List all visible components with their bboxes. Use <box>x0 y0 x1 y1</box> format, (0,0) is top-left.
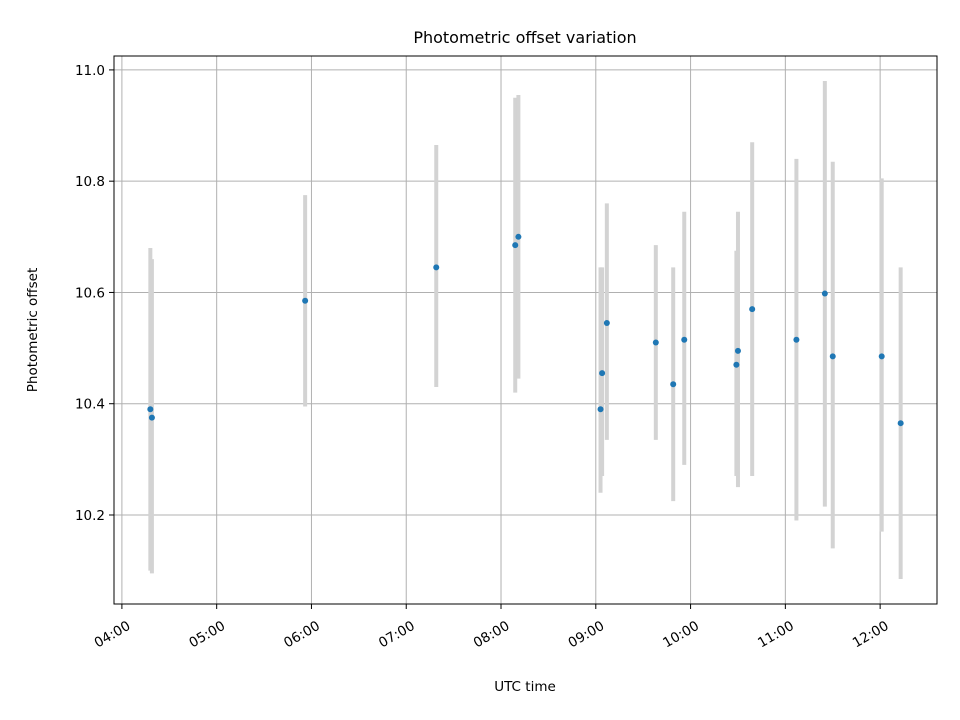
y-tick-label: 11.0 <box>75 63 105 79</box>
data-point <box>681 336 688 343</box>
data-point <box>515 233 522 240</box>
data-point <box>897 420 904 427</box>
y-tick-label: 10.6 <box>75 285 105 301</box>
data-point <box>749 306 756 313</box>
data-markers <box>147 233 904 427</box>
data-point <box>829 353 836 360</box>
data-point <box>652 339 659 346</box>
y-axis-label: Photometric offset <box>25 268 41 392</box>
data-point <box>302 297 309 304</box>
data-point <box>597 406 604 413</box>
data-point <box>878 353 885 360</box>
data-point <box>793 336 800 343</box>
data-point <box>599 370 606 377</box>
y-tick-label: 10.8 <box>75 174 105 190</box>
chart-title: Photometric offset variation <box>413 28 636 47</box>
y-tick-label: 10.4 <box>75 397 105 413</box>
data-point <box>670 381 677 388</box>
data-point <box>603 320 610 327</box>
y-axis-ticks: 10.2 10.4 10.6 10.8 11.0 <box>75 63 114 524</box>
plot-frame <box>113 55 938 605</box>
data-point <box>512 242 519 249</box>
grid <box>114 56 937 604</box>
data-point <box>147 406 154 413</box>
data-point <box>433 264 440 271</box>
x-axis-label: UTC time <box>494 679 556 695</box>
data-point <box>734 347 741 354</box>
y-tick-label: 10.2 <box>75 508 105 524</box>
data-point <box>821 290 828 297</box>
data-point <box>148 414 155 421</box>
data-point <box>733 361 740 368</box>
